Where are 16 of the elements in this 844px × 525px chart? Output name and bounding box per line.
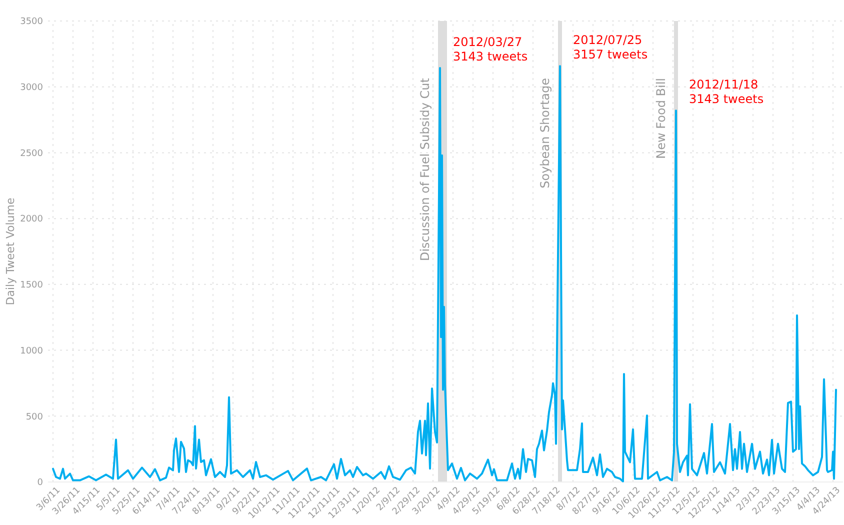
band-label: Discussion of Fuel Subsidy Cut: [418, 78, 432, 262]
y-tick-label: 2500: [20, 148, 44, 159]
annotation: 2012/11/18 3143 tweets: [689, 78, 764, 106]
annotation: 2012/07/25 3157 tweets: [573, 33, 648, 62]
y-tick-label: 2000: [20, 214, 44, 225]
y-axis-title: Daily Tweet Volume: [4, 198, 17, 306]
band-label: New Food Bill: [654, 78, 668, 159]
y-tick-label: 1000: [20, 346, 44, 356]
y-tick-label: 1500: [20, 280, 44, 291]
y-tick-label: 3000: [20, 83, 44, 94]
line-series: [52, 65, 837, 482]
y-tick-label: 0: [37, 478, 44, 488]
annotation: 2012/03/27 3143 tweets: [453, 35, 528, 64]
y-tick-label: 3500: [20, 17, 44, 28]
band-label: Soybean Shortage: [538, 78, 552, 188]
y-tick-label: 500: [26, 412, 44, 422]
